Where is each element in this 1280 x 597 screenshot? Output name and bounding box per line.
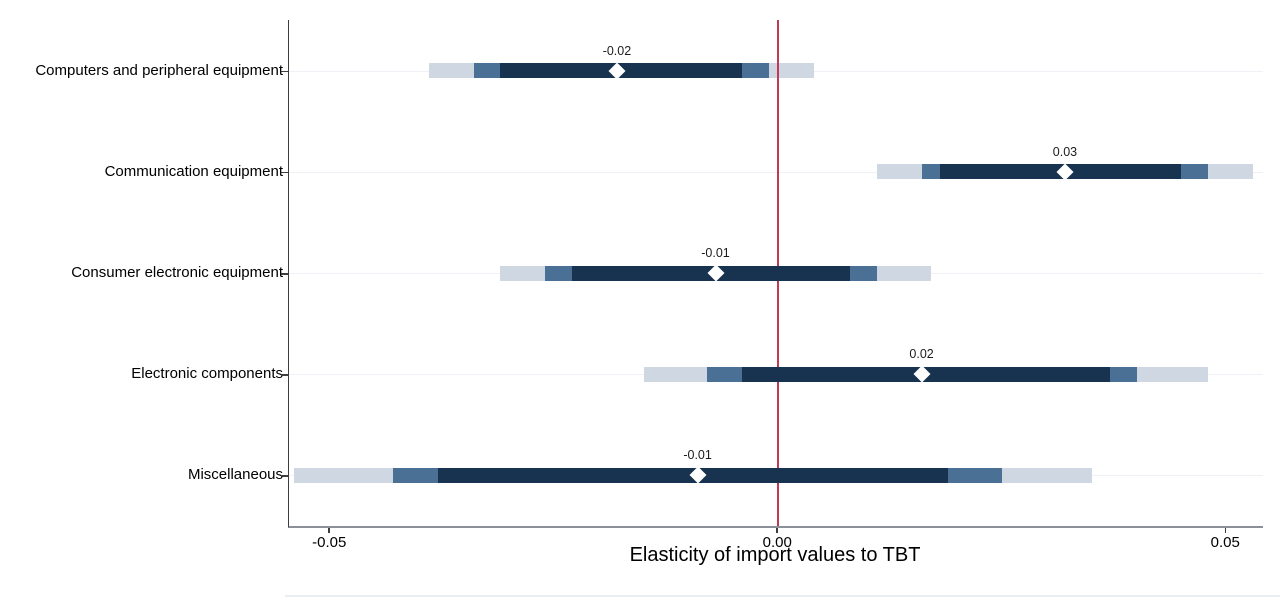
category-label: Miscellaneous bbox=[187, 466, 283, 484]
x-axis-tick bbox=[328, 528, 330, 533]
window-bottom-edge bbox=[285, 595, 1280, 597]
y-axis-tick bbox=[281, 70, 288, 73]
x-axis-tick bbox=[1224, 528, 1226, 533]
y-axis-tick bbox=[281, 475, 288, 477]
x-tick-label: 0.05 bbox=[1210, 534, 1240, 551]
x-tick-label: 0.00 bbox=[762, 534, 792, 551]
category-label: Communication equipment bbox=[104, 162, 283, 180]
category-label: Electronic components bbox=[131, 365, 283, 383]
point-estimate-label: -0.01 bbox=[701, 246, 730, 260]
x-axis-title: Elasticity of import values to TBT bbox=[629, 544, 921, 566]
point-estimate-label: -0.01 bbox=[683, 448, 712, 463]
x-axis-tick bbox=[776, 528, 778, 533]
y-axis-tick bbox=[281, 171, 288, 174]
y-axis-tick bbox=[281, 374, 288, 376]
plot-area: -0.02 0.03 -0.01 0.02 -0.01 bbox=[288, 20, 1263, 528]
y-axis-tick bbox=[281, 273, 288, 275]
category-label: Computers and peripheral equipment bbox=[35, 61, 283, 79]
x-tick-label: -0.05 bbox=[312, 534, 347, 551]
point-estimate-label: -0.02 bbox=[602, 43, 632, 58]
category-label: Consumer electronic equipment bbox=[71, 264, 283, 281]
category-gridline bbox=[289, 171, 1263, 173]
point-estimate-label: 0.03 bbox=[1052, 144, 1078, 159]
point-estimate-label: 0.02 bbox=[909, 347, 934, 362]
